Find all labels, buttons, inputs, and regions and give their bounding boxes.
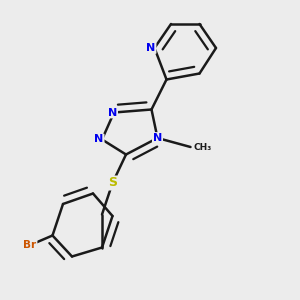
Text: N: N (94, 134, 103, 145)
Text: Br: Br (23, 239, 37, 250)
Text: N: N (153, 133, 162, 143)
Text: N: N (108, 107, 117, 118)
Text: CH₃: CH₃ (194, 142, 212, 152)
Text: S: S (108, 176, 117, 190)
Text: N: N (146, 43, 155, 53)
